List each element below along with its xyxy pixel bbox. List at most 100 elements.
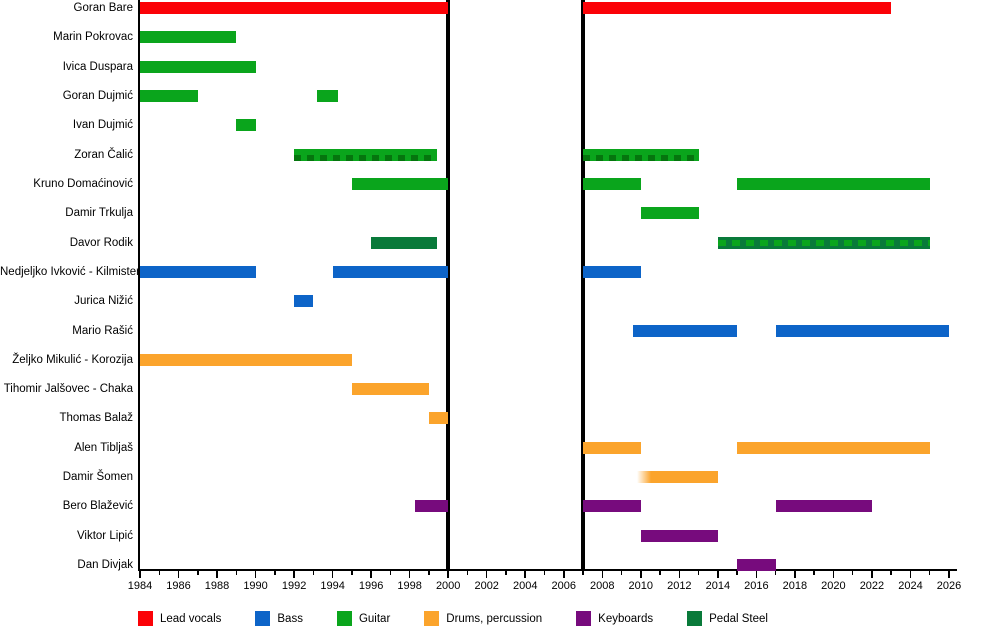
member-name: Viktor Lipić [76,529,133,542]
legend-swatch [138,611,153,626]
hiatus-line [581,0,586,569]
timeline-bar [140,353,352,366]
timeline-bar [775,324,949,337]
member-name: Goran Dujmić [62,89,133,102]
timeline-bar [717,236,930,249]
timeline-bar [633,324,738,337]
axis-major-tick [485,571,488,578]
legend-swatch [576,611,592,626]
timeline-bar [428,412,449,425]
axis-minor-tick [890,571,892,575]
member-name: Damir Trkulja [65,207,133,220]
axis-major-tick [370,571,372,578]
axis-major-tick [563,571,565,578]
axis-tick-label: 2008 [590,580,615,592]
axis-major-tick [524,571,526,578]
legend-label: Guitar [358,612,391,625]
timeline-bar [140,89,198,102]
axis-tick-label: 2024 [898,580,923,592]
axis-minor-tick [235,571,238,575]
legend-label: Bass [277,612,303,625]
timeline-bar [583,148,699,161]
member-name: Damir Šomen [62,471,133,484]
timeline-bar [140,2,449,14]
member-name: Željko Mikulić - Korozija [12,353,133,366]
axis-major-tick [717,571,719,578]
legend-label: Drums, percussion [446,612,543,625]
axis-minor-tick [197,571,199,575]
axis-major-tick [640,571,642,578]
axis-major-tick [139,571,141,578]
axis-tick-label: 1984 [127,580,153,592]
axis-minor-tick [312,571,315,575]
member-name: Marin Pokrovac [53,31,133,44]
timeline-bar [775,500,872,513]
axis-tick-label: 2004 [512,580,538,592]
member-name: Tihomir Jalšovec - Chaka [3,383,133,396]
member-name: Dan Divjak [77,559,133,572]
timeline-bar [737,559,776,572]
timeline-bar [332,265,449,278]
timeline-bar [351,383,429,396]
axis-major-tick [832,571,835,578]
axis-minor-tick [620,571,623,575]
member-name: Alen Tibljaš [74,441,133,454]
timeline-bar [294,295,314,308]
timeline-bar [640,529,718,542]
legend-item: Lead vocals [138,611,221,626]
member-name: Mario Rašić [72,324,133,337]
member-name: Nedjeljko Ivković - Kilmister [0,265,140,278]
member-name: Ivan Dujmić [72,119,133,132]
legend-swatch [255,611,271,626]
timeline-bar [583,265,641,278]
axis-minor-tick [351,571,353,575]
axis-minor-tick [659,571,661,575]
axis-minor-tick [736,571,738,575]
axis-major-tick [177,571,180,578]
timeline-bar [236,119,256,132]
axis-major-tick [293,571,295,578]
axis-minor-tick [697,571,700,575]
axis-tick-label: 2000 [435,580,461,592]
axis-minor-tick [158,571,160,575]
axis-minor-tick [813,571,815,575]
axis-minor-tick [505,571,507,575]
timeline-bar [583,441,641,454]
axis-major-tick [331,571,334,578]
legend-item: Keyboards [576,611,653,626]
legend-swatch [687,611,703,626]
axis-tick-label: 1990 [243,580,268,592]
legend-label: Lead vocals [160,612,222,625]
axis-minor-tick [428,571,430,575]
axis-major-tick [601,571,604,578]
axis-minor-tick [466,571,469,575]
axis-minor-tick [274,571,276,575]
axis-major-tick [909,571,912,578]
member-name: Zoran Čalić [74,148,133,161]
hiatus-line [446,0,451,569]
legend-item: Pedal Steel [687,611,768,626]
axis-minor-tick [543,571,546,575]
member-name: Goran Bare [73,2,133,14]
legend: Lead vocals Bass Guitar Drums, percussion Ke… [138,611,768,626]
x-axis-line [138,569,957,571]
timeline-bar [583,177,641,190]
axis-minor-tick [389,571,392,575]
axis-minor-tick [774,571,777,575]
axis-major-tick [871,571,873,578]
legend-item: Guitar [336,611,391,626]
timeline-bar [737,177,930,190]
timeline-bar [415,500,449,513]
axis-tick-label: 2022 [859,580,885,592]
timeline-bar [737,441,930,454]
axis-major-tick [755,571,758,578]
timeline-bar [140,60,256,73]
legend-item: Drums, percussion [424,611,542,626]
axis-tick-label: 1994 [320,580,345,592]
timeline-bar [583,2,892,14]
timeline-bar [351,177,449,190]
axis-tick-label: 2012 [667,580,692,592]
member-name: Thomas Balaž [59,412,133,425]
legend-label: Keyboards [598,612,654,625]
